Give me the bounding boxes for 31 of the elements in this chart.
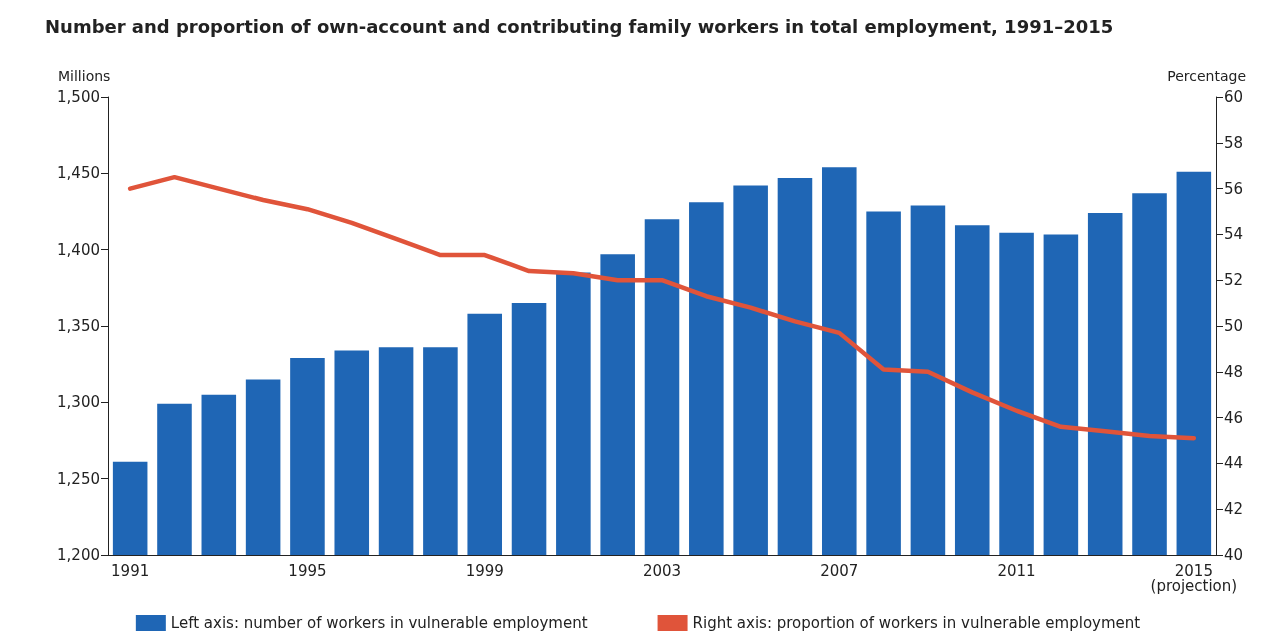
x-tick-label: 2011 [997, 561, 1036, 580]
y-tick-label: 1,350 [57, 317, 100, 335]
legend-label: Left axis: number of workers in vulnerable employment [170, 614, 588, 632]
y2-tick-label: 46 [1224, 408, 1244, 427]
x-tick-label: 2015 (projection) [1150, 561, 1238, 595]
y2-tick-label: 48 [1224, 362, 1244, 381]
x-tick-label: 1995 [288, 561, 327, 580]
y2-tick-label: 52 [1224, 271, 1244, 290]
y2-tick-label: 42 [1224, 500, 1244, 519]
y-tick-label: 1,500 [57, 88, 100, 106]
y-tick-label: 1,450 [57, 164, 100, 183]
y2-tick-label: 54 [1224, 225, 1244, 244]
x-tick-label: 2007 [820, 561, 859, 580]
y2-tick-label: 60 [1224, 88, 1244, 106]
y2-tick-label: 58 [1224, 133, 1244, 152]
y2-tick-label: 56 [1224, 179, 1244, 198]
y-tick-label: 1,250 [57, 469, 100, 488]
y-tick-label: 1,300 [57, 393, 100, 412]
x-tick-label: 1991 [111, 561, 150, 580]
y2-tick-label: 40 [1224, 546, 1244, 564]
y-axis-title: Millions [58, 68, 111, 84]
y2-axis-title: Percentage [1167, 68, 1246, 84]
x-tick-label: 2003 [642, 561, 682, 580]
legend-label: Right axis: proportion of workers in vulnerable employment [692, 614, 1141, 632]
chart-title: Number and proportion of own-account and contributing family workers in total employment, 1991–2015 [45, 15, 1114, 37]
y2-tick-label: 50 [1224, 317, 1244, 335]
y-tick-label: 1,400 [57, 240, 100, 259]
y-tick-label: 1,200 [57, 546, 100, 564]
x-tick-label: 1999 [465, 561, 504, 580]
line-series [127, 174, 1197, 441]
y2-tick-label: 44 [1224, 454, 1244, 473]
